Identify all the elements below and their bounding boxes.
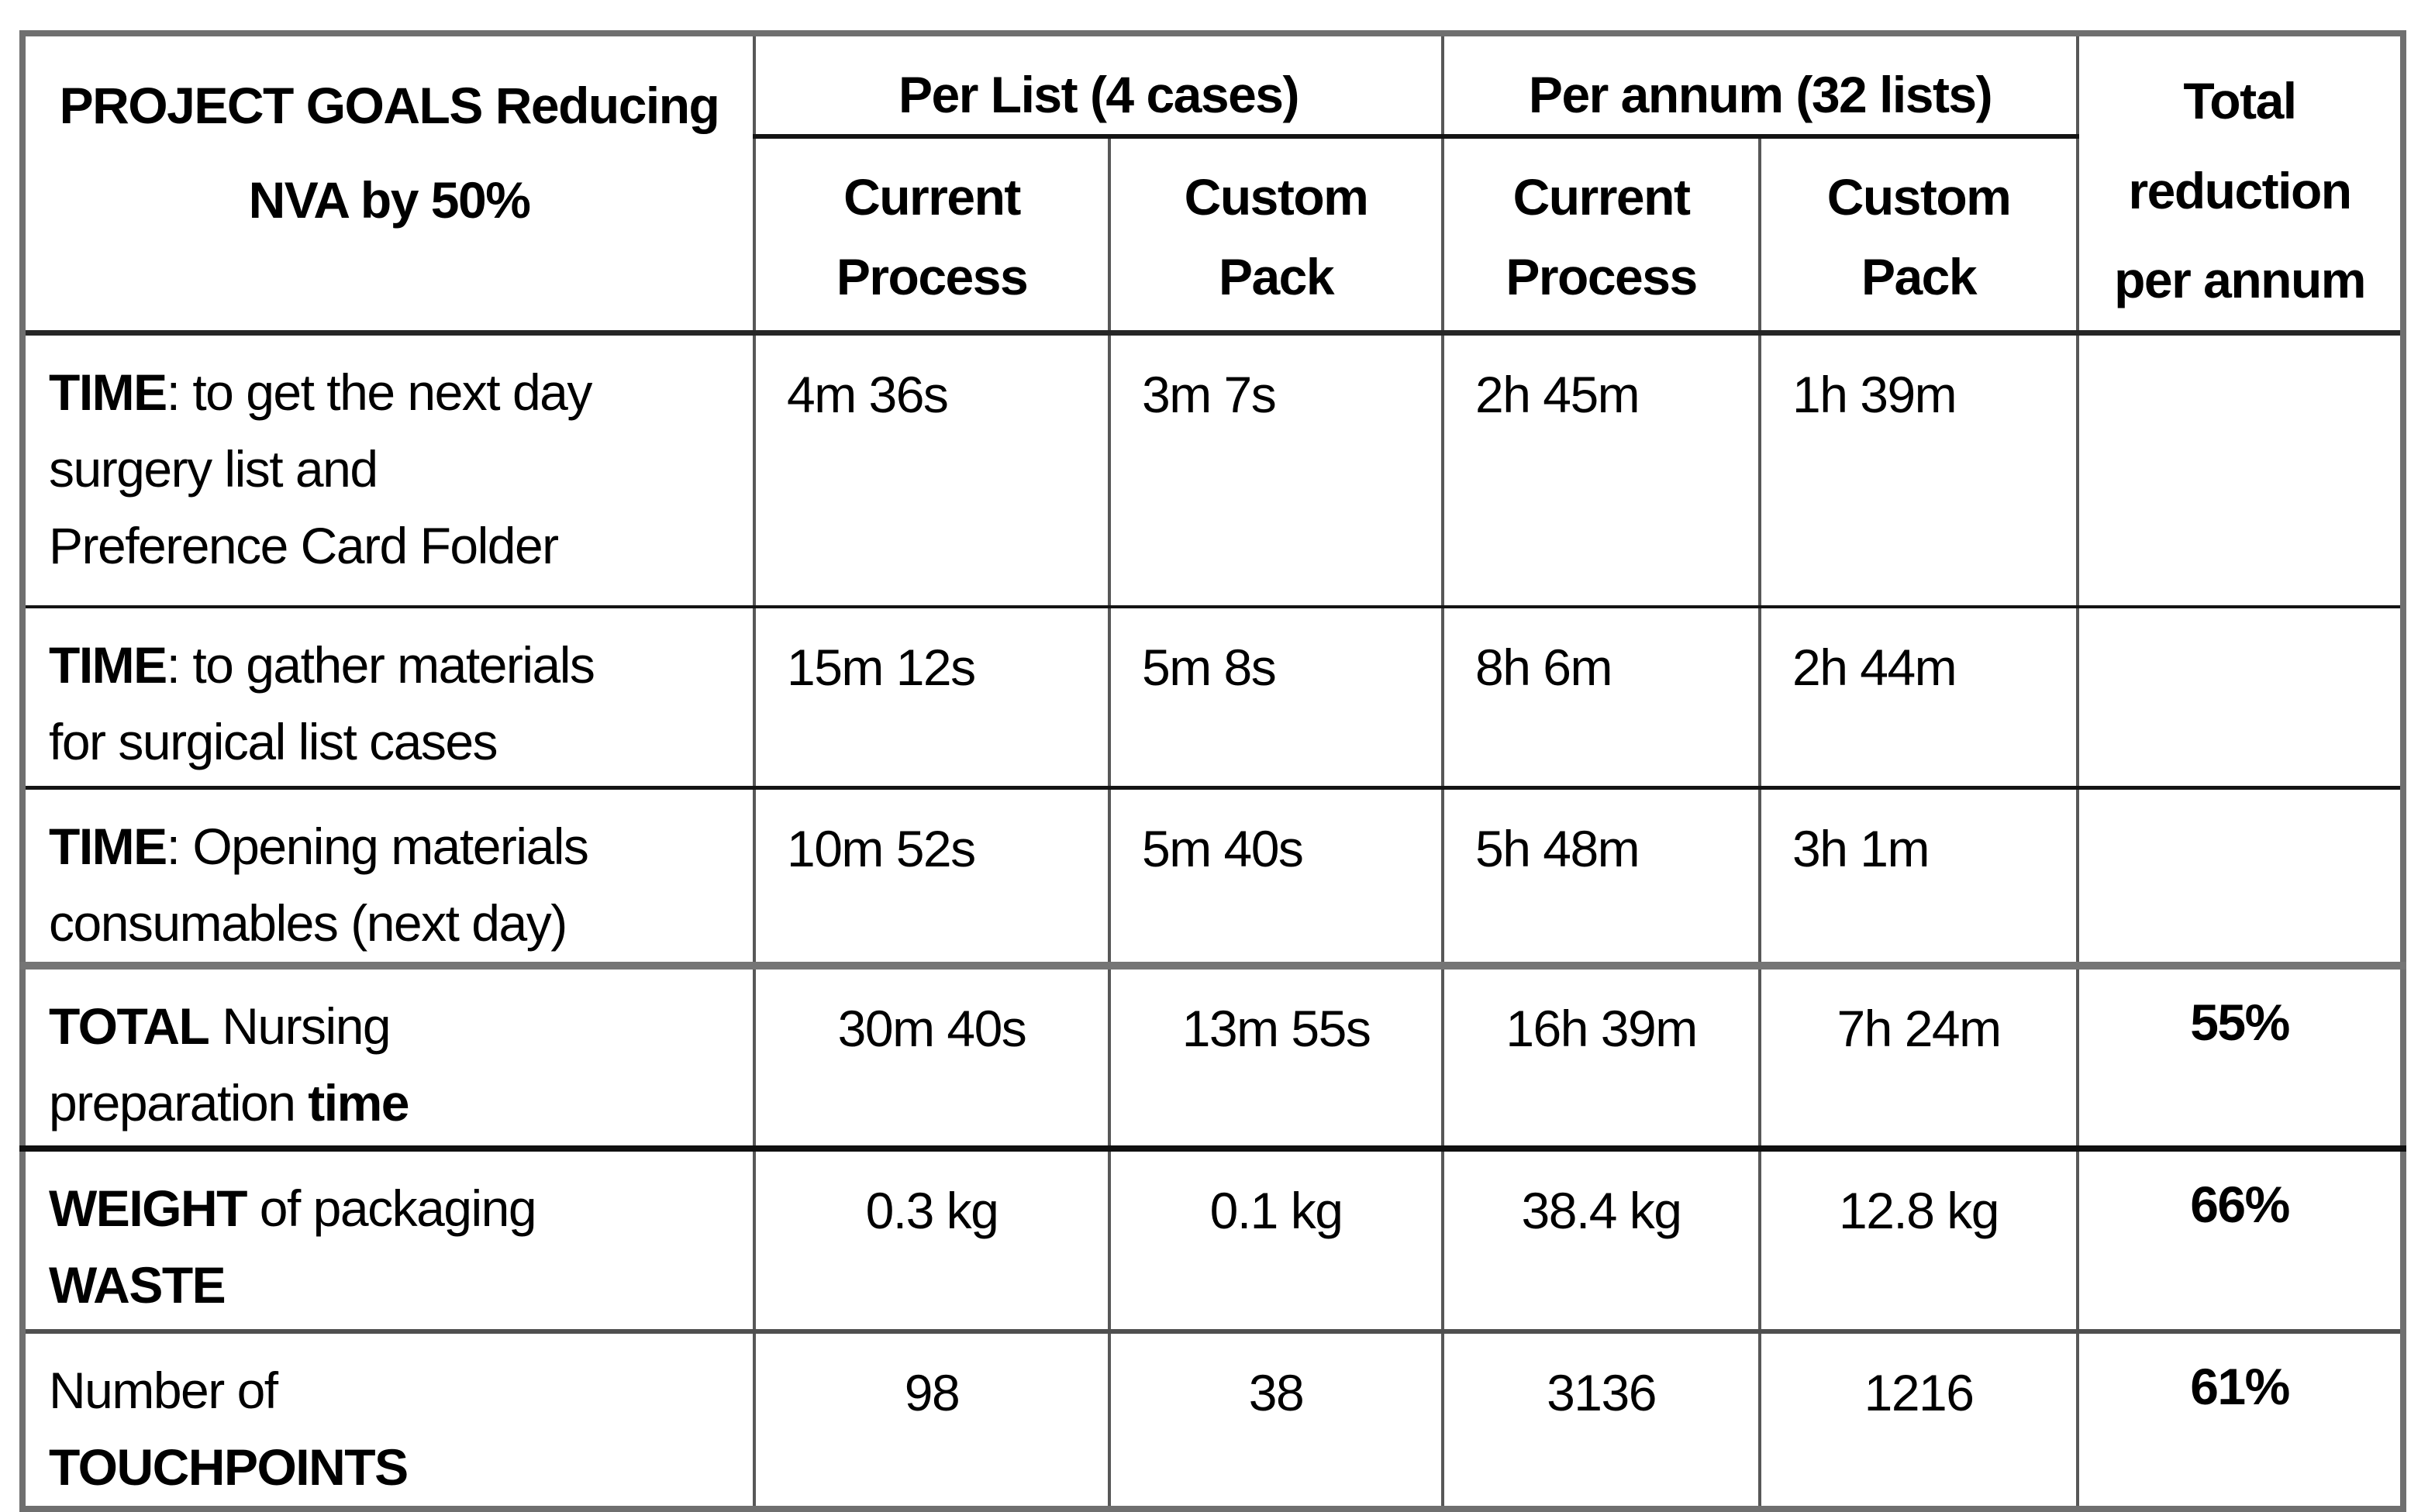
cell-total-per-list-custom: 13m 55s	[1107, 965, 1445, 1152]
cell-opening-per-list-current: 10m 52s	[753, 787, 1111, 970]
cell-weight-per-list-custom: 0.1 kg	[1107, 1148, 1445, 1334]
cell-total-per-annum-custom: 7h 24m	[1758, 965, 2080, 1152]
subheader-per-list-custom-pack: Custom Pack	[1107, 136, 1445, 336]
cell-weight-per-annum-current: 38.4 kg	[1441, 1148, 1762, 1334]
cell-opening-reduction	[2076, 787, 2406, 970]
row-label-time-opening-materials: TIME: Opening materials consumables (nex…	[21, 787, 756, 970]
subheader-per-annum-custom-pack: Custom Pack	[1758, 136, 2080, 336]
cell-touchpoints-per-list-custom: 38	[1107, 1331, 1445, 1509]
cell-next-day-per-annum-current: 2h 45m	[1441, 332, 1762, 609]
cell-touchpoints-per-annum-custom: 1216	[1758, 1331, 2080, 1509]
label-text-segment: Number of	[49, 1361, 278, 1419]
cell-opening-per-annum-custom: 3h 1m	[1758, 787, 2080, 970]
cell-total-reduction: 55%	[2076, 965, 2406, 1152]
cell-weight-reduction: 66%	[2076, 1148, 2406, 1334]
cell-total-per-annum-current: 16h 39m	[1441, 965, 1762, 1152]
cell-gather-per-list-custom: 5m 8s	[1107, 607, 1445, 790]
cell-gather-per-annum-current: 8h 6m	[1441, 607, 1762, 790]
cell-next-day-per-list-current: 4m 36s	[753, 332, 1111, 609]
label-bold-segment: TIME	[49, 363, 167, 421]
per-annum-group-header: Per annum (32 lists)	[1441, 33, 2080, 139]
project-goals-table: PROJECT GOALS Reducing NVA by 50% Per Li…	[19, 30, 2407, 1512]
data-row-total-nursing-time: TOTAL Nursing preparation time 30m 40s 1…	[21, 965, 2406, 1152]
corner-header-cell: PROJECT GOALS Reducing NVA by 50%	[21, 33, 756, 336]
cell-opening-per-annum-current: 5h 48m	[1441, 787, 1762, 970]
header-row-sub: Current Process Custom Pack Current Proc…	[22, 136, 2403, 336]
cell-weight-per-list-current: 0.3 kg	[753, 1148, 1111, 1334]
label-bold-segment: WEIGHT	[49, 1179, 247, 1237]
cell-touchpoints-per-list-current: 98	[753, 1331, 1111, 1509]
subheader-per-list-current-process: Current Process	[753, 136, 1111, 336]
data-row-touchpoints: Number of TOUCHPOINTS 98 38 3136 1216 61…	[21, 1331, 2406, 1509]
label-text-segment: : Opening materials consumables (next da…	[49, 817, 589, 952]
cell-opening-per-list-custom: 5m 40s	[1107, 787, 1445, 970]
cell-gather-reduction	[2076, 607, 2406, 790]
label-bold-segment-2: WASTE	[49, 1255, 226, 1314]
row-label-weight-waste: WEIGHT of packaging WASTE	[21, 1148, 756, 1334]
cell-next-day-per-annum-custom: 1h 39m	[1758, 332, 2080, 609]
cell-weight-per-annum-custom: 12.8 kg	[1758, 1148, 2080, 1334]
label-text-segment: : to get the next day surgery list and P…	[49, 363, 592, 574]
row-label-time-next-day-list: TIME: to get the next day surgery list a…	[21, 332, 756, 609]
label-text-segment: : to gather materials for surgical list …	[49, 636, 595, 771]
total-reduction-header: Total reduction per annum	[2076, 33, 2406, 336]
per-list-group-header: Per List (4 cases)	[752, 33, 1445, 139]
cell-total-per-list-current: 30m 40s	[753, 965, 1111, 1152]
label-text-segment: of packaging	[259, 1179, 537, 1237]
header-row-groups: PROJECT GOALS Reducing NVA by 50% Per Li…	[21, 33, 2406, 336]
label-bold-segment-2: TOUCHPOINTS	[49, 1438, 409, 1496]
label-bold-segment: TIME	[49, 636, 167, 694]
row-label-total-nursing-time: TOTAL Nursing preparation time	[21, 965, 756, 1152]
cell-next-day-per-list-custom: 3m 7s	[1107, 332, 1445, 609]
label-text-segment: Nursing preparation	[49, 997, 391, 1131]
cell-touchpoints-per-annum-current: 3136	[1441, 1331, 1762, 1509]
data-row-time-gather-materials: TIME: to gather materials for surgical l…	[21, 607, 2406, 790]
project-goals-table-container: PROJECT GOALS Reducing NVA by 50% Per Li…	[19, 30, 2407, 1512]
label-bold-segment: TIME	[49, 817, 167, 875]
data-row-time-opening-materials: TIME: Opening materials consumables (nex…	[21, 787, 2406, 970]
row-label-touchpoints: Number of TOUCHPOINTS	[21, 1331, 756, 1509]
subheader-per-annum-current-process: Current Process	[1441, 136, 1762, 336]
label-bold-segment-2: time	[308, 1073, 409, 1131]
label-bold-segment: TOTAL	[49, 997, 210, 1055]
cell-gather-per-list-current: 15m 12s	[753, 607, 1111, 790]
row-label-time-gather-materials: TIME: to gather materials for surgical l…	[21, 607, 756, 790]
data-row-time-next-day-list: TIME: to get the next day surgery list a…	[21, 332, 2406, 609]
data-row-weight-waste: WEIGHT of packaging WASTE 0.3 kg 0.1 kg …	[21, 1148, 2406, 1334]
cell-touchpoints-reduction: 61%	[2076, 1331, 2406, 1509]
cell-next-day-reduction	[2076, 332, 2406, 609]
cell-gather-per-annum-custom: 2h 44m	[1758, 607, 2080, 790]
